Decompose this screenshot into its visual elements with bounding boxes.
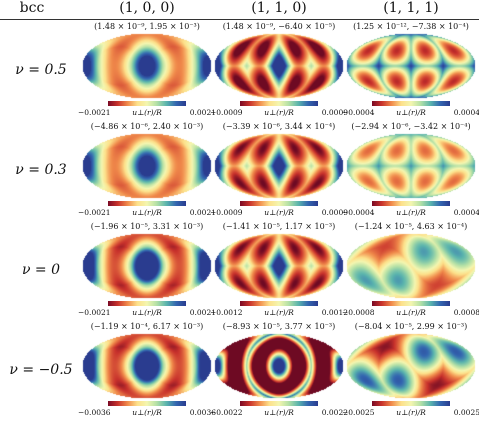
row-label-2: ν = 0 (21, 262, 61, 278)
colorbar: −0.0004 u⊥(r)/R 0.0004 (342, 101, 479, 123)
colorbar: −0.0021 u⊥(r)/R 0.0021 (78, 101, 216, 123)
row-label-1: ν = 0.3 (15, 162, 67, 178)
row-label-3: ν = −0.5 (9, 362, 73, 378)
colorbar: −0.0012 u⊥(r)/R 0.0012 (210, 301, 348, 323)
colorbar-min: −0.0009 (210, 208, 243, 217)
colorbar-gradient (372, 101, 450, 106)
colorbar-min: −0.0022 (210, 408, 243, 417)
column-header-100: (1, 0, 0) (119, 0, 175, 16)
mollweide-map (346, 333, 476, 399)
colorbar-max: 0.0004 (453, 208, 479, 217)
colorbar-max: 0.0009 (321, 108, 348, 117)
colorbar-min: −0.0012 (210, 308, 243, 317)
colorbar-label: u⊥(r)/R (264, 408, 294, 417)
colorbar-min: −0.0021 (78, 108, 111, 117)
colorbar-min: −0.0004 (342, 208, 375, 217)
column-header-111: (1, 1, 1) (383, 0, 439, 16)
mollweide-map (82, 333, 212, 399)
range-label: (1.48 × 10⁻⁹, 1.95 × 10⁻³) (94, 22, 200, 31)
mollweide-map (346, 133, 476, 199)
colorbar-max: 0.0021 (189, 108, 216, 117)
colorbar-max: 0.0012 (321, 308, 348, 317)
mollweide-map (214, 33, 344, 99)
column-header-110: (1, 1, 0) (251, 0, 307, 16)
colorbar: −0.0021 u⊥(r)/R 0.0021 (78, 201, 216, 223)
range-label: (−1.19 × 10⁻⁴, 6.17 × 10⁻³) (90, 322, 204, 331)
mollweide-map (82, 233, 212, 299)
colorbar-label: u⊥(r)/R (132, 108, 162, 117)
colorbar-gradient (108, 101, 186, 106)
colorbar: −0.0009 u⊥(r)/R 0.0009 (210, 101, 348, 123)
range-label: (1.25 × 10⁻¹², −7.38 × 10⁻⁴) (353, 22, 469, 31)
range-label: (−2.94 × 10⁻⁶, −3.42 × 10⁻⁴) (351, 122, 471, 131)
colorbar-max: 0.0022 (321, 408, 348, 417)
header-rule (0, 19, 479, 20)
colorbar-label: u⊥(r)/R (264, 208, 294, 217)
colorbar-max: 0.0021 (189, 308, 216, 317)
mollweide-map (82, 33, 212, 99)
colorbar-min: −0.0036 (78, 408, 111, 417)
colorbar-label: u⊥(r)/R (132, 408, 162, 417)
colorbar-min: −0.0025 (342, 408, 375, 417)
colorbar-label: u⊥(r)/R (132, 308, 162, 317)
colorbar-gradient (240, 201, 318, 206)
colorbar-label: u⊥(r)/R (132, 208, 162, 217)
colorbar-label: u⊥(r)/R (264, 308, 294, 317)
colorbar-label: u⊥(r)/R (264, 108, 294, 117)
colorbar-gradient (240, 401, 318, 406)
colorbar-label: u⊥(r)/R (396, 308, 426, 317)
colorbar: −0.0022 u⊥(r)/R 0.0022 (210, 401, 348, 423)
colorbar-gradient (240, 301, 318, 306)
colorbar-label: u⊥(r)/R (396, 108, 426, 117)
mollweide-map (214, 133, 344, 199)
colorbar: −0.0004 u⊥(r)/R 0.0004 (342, 201, 479, 223)
colorbar-gradient (372, 301, 450, 306)
range-label: (−8.04 × 10⁻⁵, 2.99 × 10⁻³) (354, 322, 468, 331)
colorbar-label: u⊥(r)/R (396, 208, 426, 217)
colorbar: −0.0025 u⊥(r)/R 0.0025 (342, 401, 479, 423)
mollweide-map (346, 33, 476, 99)
range-label: (−3.39 × 10⁻⁶, 3.44 × 10⁻⁴) (222, 122, 336, 131)
colorbar-max: 0.0009 (321, 208, 348, 217)
colorbar-gradient (108, 401, 186, 406)
colorbar-gradient (372, 401, 450, 406)
colorbar-gradient (108, 201, 186, 206)
mollweide-map (82, 133, 212, 199)
colorbar: −0.0021 u⊥(r)/R 0.0021 (78, 301, 216, 323)
colorbar-max: 0.0036 (189, 408, 216, 417)
colorbar-min: −0.0021 (78, 208, 111, 217)
colorbar-max: 0.0008 (453, 308, 479, 317)
colorbar-min: −0.0004 (342, 108, 375, 117)
colorbar: −0.0008 u⊥(r)/R 0.0008 (342, 301, 479, 323)
range-label: (−1.24 × 10⁻⁵, 4.63 × 10⁻⁴) (354, 222, 468, 231)
range-label: (−8.93 × 10⁻⁵, 3.77 × 10⁻³) (222, 322, 336, 331)
corner-label: bcc (19, 0, 45, 16)
mollweide-map (346, 233, 476, 299)
range-label: (−4.86 × 10⁻⁶, 2.40 × 10⁻³) (90, 122, 204, 131)
colorbar-gradient (108, 301, 186, 306)
colorbar-min: −0.0009 (210, 108, 243, 117)
colorbar: −0.0009 u⊥(r)/R 0.0009 (210, 201, 348, 223)
colorbar-max: 0.0004 (453, 108, 479, 117)
mollweide-map (214, 233, 344, 299)
colorbar-max: 0.0021 (189, 208, 216, 217)
colorbar-gradient (372, 201, 450, 206)
colorbar-gradient (240, 101, 318, 106)
range-label: (−1.96 × 10⁻⁵, 3.31 × 10⁻³) (90, 222, 204, 231)
colorbar-min: −0.0008 (342, 308, 375, 317)
mollweide-map (214, 333, 344, 399)
colorbar-max: 0.0025 (453, 408, 479, 417)
range-label: (1.48 × 10⁻⁹, −6.40 × 10⁻⁵) (222, 22, 336, 31)
range-label: (−1.41 × 10⁻⁵, 1.17 × 10⁻³) (222, 222, 336, 231)
colorbar: −0.0036 u⊥(r)/R 0.0036 (78, 401, 216, 423)
row-label-0: ν = 0.5 (15, 62, 67, 78)
colorbar-min: −0.0021 (78, 308, 111, 317)
colorbar-label: u⊥(r)/R (396, 408, 426, 417)
